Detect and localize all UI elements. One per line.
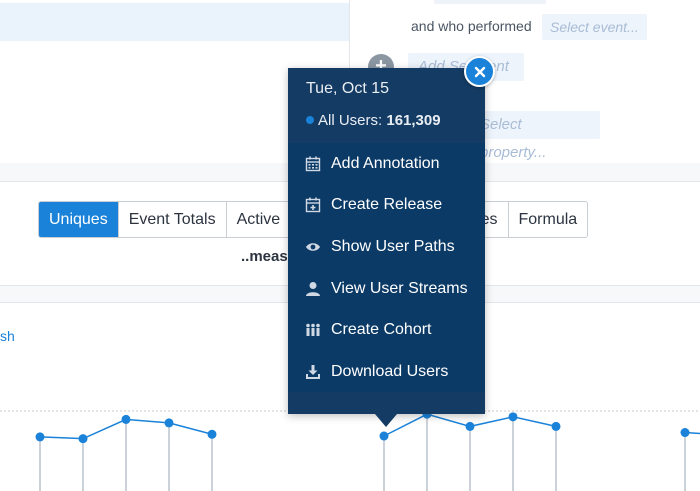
menu-item-label: Add Annotation xyxy=(331,154,440,172)
and-who-performed-label: and who performed xyxy=(411,18,532,34)
menu-item-create-cohort[interactable]: Create Cohort xyxy=(288,309,485,351)
popup-footer xyxy=(288,392,485,414)
menu-item-label: Create Cohort xyxy=(331,321,432,339)
select-event-dropdown[interactable]: Select event... xyxy=(542,14,647,40)
popup-menu: Add Annotation Create Release Show User … xyxy=(288,143,485,393)
popup-close-button[interactable] xyxy=(464,56,495,87)
close-icon xyxy=(474,66,485,77)
popup-caret xyxy=(375,414,397,427)
data-point[interactable] xyxy=(508,412,518,422)
menu-item-label: View User Streams xyxy=(331,279,468,297)
tab-event-totals[interactable]: Event Totals xyxy=(117,202,226,237)
data-point[interactable] xyxy=(164,418,174,428)
calendar-plus-icon xyxy=(304,196,322,214)
data-point[interactable] xyxy=(465,421,475,431)
menu-item-label: Show User Paths xyxy=(331,237,455,255)
data-point[interactable] xyxy=(78,434,88,444)
segment-filter-bar xyxy=(0,3,349,41)
tab-formula[interactable]: Formula xyxy=(507,202,588,237)
data-point[interactable] xyxy=(35,432,45,442)
tab-uniques[interactable]: Uniques xyxy=(39,202,118,237)
popup-date: Tue, Oct 15 xyxy=(306,80,389,97)
series-dot-icon xyxy=(306,116,314,124)
menu-item-create-release[interactable]: Create Release xyxy=(288,185,485,227)
chart-point-popup: Tue, Oct 15 All Users: 161,309 Add Annot… xyxy=(288,68,485,414)
data-point[interactable] xyxy=(680,428,690,438)
event-pill-edge xyxy=(434,0,546,4)
data-point[interactable] xyxy=(121,414,131,424)
calendar-icon xyxy=(304,155,322,173)
menu-item-add-annotation[interactable]: Add Annotation xyxy=(288,143,485,185)
chart-link-fragment[interactable]: sh xyxy=(0,328,15,344)
popup-series-value: All Users: 161,309 xyxy=(306,112,441,129)
tab-active[interactable]: Active xyxy=(225,202,414,237)
menu-item-view-user-streams[interactable]: View User Streams xyxy=(288,268,485,310)
menu-item-show-user-paths[interactable]: Show User Paths xyxy=(288,226,485,268)
menu-item-download-users[interactable]: Download Users xyxy=(288,351,485,393)
menu-item-label: Create Release xyxy=(331,196,443,214)
select-property-dropdown[interactable]: Select property... xyxy=(470,111,600,161)
data-point[interactable] xyxy=(379,431,389,441)
user-icon xyxy=(304,280,322,298)
popup-header: Tue, Oct 15 All Users: 161,309 xyxy=(288,68,485,143)
measures-label: ..meas xyxy=(241,248,288,265)
data-point[interactable] xyxy=(551,421,561,431)
series-value: 161,309 xyxy=(386,112,441,129)
group-icon xyxy=(304,321,322,339)
series-line xyxy=(684,431,700,435)
series-label: All Users: xyxy=(318,112,383,129)
eye-icon xyxy=(304,238,322,256)
download-icon xyxy=(304,363,322,381)
data-point[interactable] xyxy=(207,429,217,439)
menu-item-label: Download Users xyxy=(331,362,449,380)
